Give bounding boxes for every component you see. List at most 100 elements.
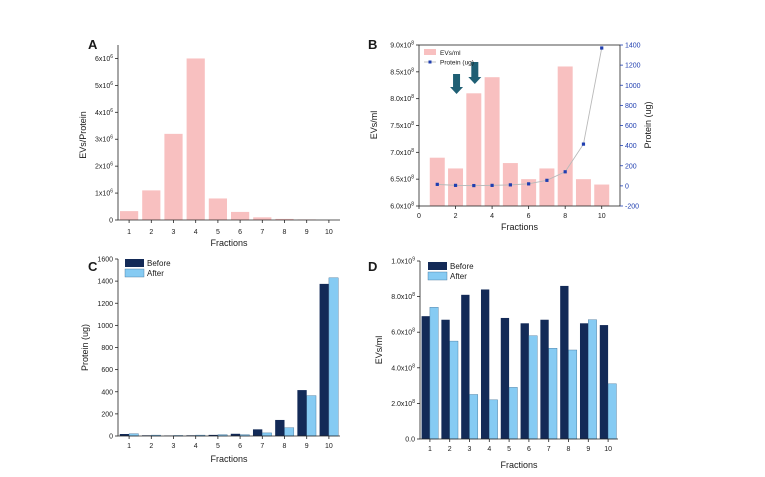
y-tick-label-a: 1x106 bbox=[95, 189, 113, 198]
x-tick-label-c: 6 bbox=[238, 443, 242, 450]
x-tick-label-d: 3 bbox=[468, 446, 472, 453]
bar-c-before-6 bbox=[230, 433, 241, 436]
y-tick-label-c: 1600 bbox=[97, 257, 113, 264]
y2-tick-label-b: 200 bbox=[625, 163, 637, 170]
legend-label-c-before: Before bbox=[147, 259, 171, 268]
x-tick-label-a: 10 bbox=[325, 229, 333, 236]
y-tick-label-d: 6.0x108 bbox=[391, 328, 415, 337]
bar-d-after-4 bbox=[489, 399, 498, 440]
y-tick-label-c: 1000 bbox=[97, 323, 113, 330]
x-axis-title-c: Fractions bbox=[210, 454, 248, 464]
panel-d: D 0.0 2.0x108 4.0x108 6.0x108 8.0x108 1.0x109… bbox=[368, 257, 618, 470]
legend-label-evs-b: EVs/ml bbox=[440, 50, 461, 57]
x-tick-label-d: 6 bbox=[527, 446, 531, 453]
y2-tick-label-b: 800 bbox=[625, 103, 637, 110]
x-tick-label-d: 2 bbox=[448, 446, 452, 453]
x-tick-label-b: 8 bbox=[563, 213, 567, 220]
bar-d-before-8 bbox=[560, 285, 569, 439]
bar-b-9 bbox=[575, 179, 591, 206]
bar-a-8 bbox=[275, 218, 294, 220]
bar-d-after-8 bbox=[568, 349, 578, 440]
x-tick-label-d: 7 bbox=[547, 446, 551, 453]
legend-swatch-evs-b bbox=[424, 49, 436, 55]
y-tick-label-d: 8.0x108 bbox=[391, 292, 415, 301]
panel-b: B 6.0x108 6.5x108 7.0x108 7.5x108 8.0x108 8.5… bbox=[368, 37, 653, 232]
x-tick-label-a: 1 bbox=[127, 229, 131, 236]
y-tick-label-d: 2.0x108 bbox=[391, 399, 415, 408]
protein-point-b-1 bbox=[435, 182, 439, 186]
y-tick-label-b: 7.0x108 bbox=[390, 148, 414, 157]
protein-point-b-6 bbox=[527, 182, 531, 186]
protein-point-b-7 bbox=[545, 178, 549, 182]
bar-c-after-8 bbox=[284, 427, 295, 437]
y-tick-label-c: 0 bbox=[109, 434, 113, 441]
x-tick-label-d: 9 bbox=[586, 446, 590, 453]
x-axis-title-d: Fractions bbox=[500, 460, 538, 470]
x-tick-label-d: 1 bbox=[428, 446, 432, 453]
y-tick-label-c: 400 bbox=[101, 389, 113, 396]
bar-d-after-9 bbox=[588, 319, 597, 440]
x-tick-label-a: 8 bbox=[283, 229, 287, 236]
y-tick-label-c: 600 bbox=[101, 367, 113, 374]
x-axis-title-a: Fractions bbox=[210, 238, 248, 248]
y-tick-label-b: 8.0x108 bbox=[390, 94, 414, 103]
x-tick-label-c: 5 bbox=[216, 443, 220, 450]
bar-c-before-5 bbox=[208, 434, 218, 436]
y-tick-label-c: 1400 bbox=[97, 279, 113, 286]
bar-d-before-5 bbox=[500, 317, 510, 439]
x-tick-label-a: 4 bbox=[194, 229, 198, 236]
x-tick-label-c: 4 bbox=[194, 443, 198, 450]
bar-d-after-1 bbox=[429, 307, 439, 440]
y-tick-label-c: 800 bbox=[101, 345, 113, 352]
panel-a: A 0 1x106 2x106 3x106 4x106 5x106 6x106 1 2 3 4 5 6 7… bbox=[78, 37, 340, 248]
bar-d-after-2 bbox=[449, 340, 459, 440]
y2-axis-title-b: Protein (ug) bbox=[643, 101, 653, 148]
x-tick-label-b: 2 bbox=[454, 213, 458, 220]
legend-swatch-d-after bbox=[427, 271, 448, 281]
y-tick-label-c: 1200 bbox=[97, 301, 113, 308]
y-tick-label-d: 4.0x108 bbox=[391, 363, 415, 372]
x-tick-label-c: 7 bbox=[260, 443, 264, 450]
bar-c-after-9 bbox=[306, 395, 317, 437]
protein-line-b bbox=[437, 47, 603, 187]
x-tick-label-c: 2 bbox=[149, 443, 153, 450]
bar-c-after-7 bbox=[262, 432, 272, 437]
x-tick-label-d: 4 bbox=[487, 446, 491, 453]
x-tick-label-d: 8 bbox=[567, 446, 571, 453]
bar-c-before-10 bbox=[319, 283, 329, 436]
bar-a-6 bbox=[230, 211, 250, 220]
bar-d-before-10 bbox=[599, 325, 609, 439]
protein-point-b-2 bbox=[453, 183, 458, 187]
y-tick-label-a: 2x106 bbox=[95, 162, 113, 171]
x-tick-label-c: 9 bbox=[305, 443, 309, 450]
y-tick-label-b: 7.5x108 bbox=[390, 121, 414, 130]
y2-tick-label-b: 400 bbox=[625, 143, 637, 150]
x-tick-label-b: 0 bbox=[417, 213, 421, 220]
bar-c-after-10 bbox=[328, 277, 339, 437]
y-tick-label-a: 5x106 bbox=[95, 81, 113, 90]
x-tick-label-c: 8 bbox=[283, 443, 287, 450]
bar-b-8 bbox=[557, 66, 573, 206]
panel-c: C 0 200 400 600 800 1000 1200 1400 1600 1 2 3 4 5 6 7 8 9… bbox=[80, 257, 340, 464]
bar-a-4 bbox=[186, 58, 205, 220]
x-tick-label-a: 9 bbox=[305, 229, 309, 236]
bar-c-before-8 bbox=[275, 419, 285, 436]
y-axis-title-b: EVs/ml bbox=[369, 111, 379, 140]
bar-a-3 bbox=[164, 133, 183, 220]
bar-c-before-7 bbox=[252, 429, 263, 436]
legend-swatch-d-before bbox=[428, 262, 447, 270]
legend-swatch-c-after bbox=[124, 268, 145, 278]
bar-d-before-6 bbox=[520, 323, 529, 439]
x-tick-label-b: 10 bbox=[598, 213, 606, 220]
bar-d-after-6 bbox=[528, 335, 538, 440]
bar-d-before-9 bbox=[579, 323, 589, 439]
x-tick-label-c: 1 bbox=[127, 443, 131, 450]
y-tick-label-d: 0.0 bbox=[405, 437, 415, 444]
legend-label-c-after: After bbox=[147, 269, 164, 278]
legend-swatch-c-before bbox=[125, 259, 144, 267]
protein-point-b-3 bbox=[472, 183, 476, 188]
bar-d-after-5 bbox=[508, 387, 518, 440]
bar-c-before-1 bbox=[119, 434, 130, 436]
panel-c-letter: C bbox=[88, 259, 98, 274]
